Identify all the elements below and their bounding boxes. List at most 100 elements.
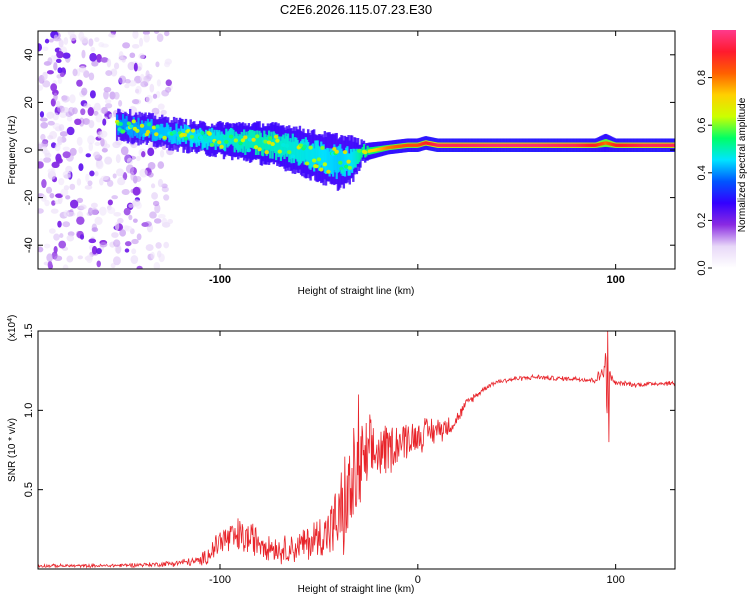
heatmap-ridge-core bbox=[610, 142, 614, 146]
heatmap-y-axis-label: Frequency (Hz) bbox=[7, 116, 18, 185]
heatmap-ridge-core bbox=[268, 136, 273, 141]
heatmap-ridge-core bbox=[548, 143, 551, 147]
heatmap-noise-cell bbox=[88, 142, 94, 152]
heatmap-ridge-core bbox=[415, 143, 418, 147]
heatmap-ridge-core bbox=[151, 125, 157, 130]
heatmap-noise-cell bbox=[58, 39, 64, 48]
heatmap-ridge-core bbox=[545, 143, 548, 147]
heatmap-ridge-core bbox=[628, 143, 631, 147]
heatmap-noise-cell bbox=[108, 113, 115, 119]
colorbar: 0.0 0.2 0.4 0.6 0.8 Normalized spectral ampl… bbox=[696, 30, 748, 276]
heatmap-noise-cell bbox=[113, 212, 122, 217]
heatmap-noise-cell bbox=[44, 199, 50, 207]
heatmap-y-tick-label: -40 bbox=[23, 237, 35, 253]
heatmap-ridge-core bbox=[396, 144, 399, 149]
heatmap-ridge-core bbox=[670, 143, 673, 147]
heatmap-ridge-mid bbox=[226, 132, 229, 148]
heatmap-ridge-mid bbox=[207, 132, 210, 147]
heatmap-noise-cell bbox=[167, 218, 174, 225]
colorbar-tick-label: 0.6 bbox=[696, 118, 708, 133]
heatmap-ridge-mid bbox=[165, 122, 169, 136]
heatmap-ridge-core bbox=[493, 143, 496, 147]
heatmap-ridge-core bbox=[600, 142, 603, 146]
heatmap-noise-cell bbox=[62, 264, 69, 269]
heatmap-ridge-core bbox=[373, 148, 376, 152]
heatmap-ridge-core bbox=[652, 143, 655, 147]
heatmap-noise-cell bbox=[99, 206, 107, 216]
heatmap-ridge-core bbox=[435, 143, 438, 147]
heatmap-ridge-core bbox=[372, 148, 375, 152]
heatmap-ridge-core bbox=[577, 143, 580, 147]
heatmap-noise-cell bbox=[38, 161, 44, 169]
heatmap-noise-cell bbox=[149, 211, 157, 219]
heatmap-noise-cell bbox=[46, 111, 55, 119]
heatmap-noise-cell bbox=[89, 90, 96, 99]
heatmap-noise-cell bbox=[165, 79, 172, 87]
heatmap-ridge-mid bbox=[237, 136, 240, 153]
heatmap-ridge-core bbox=[155, 124, 160, 129]
heatmap-ridge-core bbox=[443, 143, 446, 147]
heatmap-noise-cell bbox=[89, 170, 95, 177]
heatmap-ridge-mid bbox=[298, 142, 302, 165]
heatmap-noise-cell bbox=[113, 91, 120, 100]
heatmap-ridge-core bbox=[613, 143, 616, 147]
heatmap-noise-cell bbox=[157, 103, 165, 110]
heatmap-ridge-core bbox=[512, 143, 515, 147]
heatmap-ridge-core bbox=[253, 145, 259, 150]
heatmap-noise-cell bbox=[83, 103, 88, 108]
heatmap-noise-cell bbox=[121, 56, 126, 63]
heatmap-ridge-core bbox=[627, 143, 630, 147]
heatmap-noise-cell bbox=[138, 53, 145, 60]
heatmap-ridge-core bbox=[625, 143, 628, 147]
heatmap-ridge-mid bbox=[121, 114, 125, 128]
heatmap-ridge-core bbox=[645, 143, 648, 147]
heatmap-noise-cell bbox=[131, 238, 139, 245]
heatmap-ridge-core bbox=[224, 139, 229, 144]
heatmap-noise-cell bbox=[115, 245, 121, 255]
heatmap-noise-cell bbox=[136, 155, 141, 162]
heatmap-noise-cell bbox=[90, 207, 99, 216]
colorbar-tick-label: 0.8 bbox=[696, 70, 708, 85]
heatmap-noise-cell bbox=[132, 31, 139, 39]
colorbar-label: Normalized spectral amplitude bbox=[737, 97, 748, 232]
heatmap-ridge-mid bbox=[342, 151, 345, 177]
heatmap-ridge-core bbox=[483, 143, 487, 147]
heatmap-ridge-core bbox=[473, 143, 476, 147]
heatmap-ridge-mid bbox=[152, 126, 156, 140]
heatmap-ridge-core bbox=[233, 138, 239, 143]
heatmap-ridge-mid bbox=[283, 138, 286, 160]
heatmap-noise-cell bbox=[153, 31, 160, 35]
colorbar-ticks: 0.0 0.2 0.4 0.6 0.8 bbox=[696, 70, 712, 276]
heatmap-noise-cell bbox=[108, 33, 115, 38]
heatmap-ridge-core bbox=[342, 150, 348, 155]
heatmap-ridge-core bbox=[449, 143, 452, 147]
heatmap-ridge-core bbox=[621, 143, 624, 147]
heatmap-ridge-core bbox=[431, 142, 434, 146]
heatmap-ridge-mid bbox=[329, 148, 332, 174]
heatmap-noise-cell bbox=[47, 135, 54, 140]
heatmap-noise-cell bbox=[45, 186, 53, 194]
heatmap-ridge-core bbox=[441, 143, 444, 147]
heatmap-ridge-core bbox=[494, 143, 497, 147]
heatmap-ridge-mid bbox=[326, 147, 329, 173]
heatmap-ridge-core bbox=[472, 143, 475, 147]
heatmap-noise-cell bbox=[56, 51, 64, 59]
heatmap-ridge-mid bbox=[150, 118, 153, 133]
heatmap-ridge-mid bbox=[295, 137, 298, 160]
heatmap-ridge-mid bbox=[118, 119, 121, 133]
heatmap-ridge-core bbox=[460, 143, 463, 147]
heatmap-ridge-mid bbox=[119, 119, 122, 133]
heatmap-ridge-mid bbox=[123, 118, 126, 132]
heatmap-ridge-core bbox=[520, 143, 523, 147]
heatmap-ridge-core bbox=[346, 159, 351, 164]
heatmap-ridge-mid bbox=[323, 148, 326, 174]
chart-title: C2E6.2026.115.07.23.E30 bbox=[280, 2, 432, 17]
heatmap-ridge-mid bbox=[171, 130, 175, 144]
heatmap-ridge-core bbox=[209, 142, 215, 147]
heatmap-ridge-mid bbox=[189, 133, 192, 147]
heatmap-noise-cell bbox=[131, 99, 140, 105]
heatmap-ridge-core bbox=[537, 143, 540, 147]
heatmap-ridge-core bbox=[461, 143, 464, 147]
heatmap-ridge-core bbox=[557, 143, 560, 147]
heatmap-ridge-mid bbox=[355, 148, 358, 164]
